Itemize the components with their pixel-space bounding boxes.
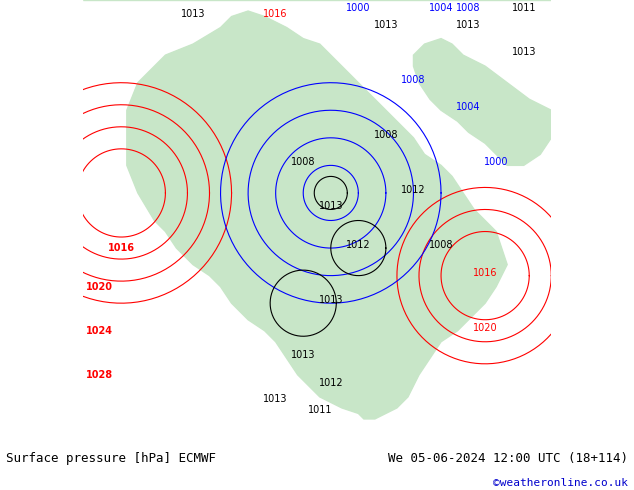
Text: 1016: 1016 <box>473 268 498 278</box>
Text: 1028: 1028 <box>86 370 113 380</box>
Text: 1008: 1008 <box>429 240 453 250</box>
Text: 1020: 1020 <box>473 323 498 333</box>
Text: 1011: 1011 <box>307 405 332 416</box>
Text: 1008: 1008 <box>291 157 316 168</box>
Text: 1013: 1013 <box>318 295 343 305</box>
Polygon shape <box>413 39 552 165</box>
Text: 1008: 1008 <box>456 3 481 13</box>
Text: 1016: 1016 <box>108 243 135 253</box>
Text: 1011: 1011 <box>512 3 536 13</box>
Text: 1013: 1013 <box>263 394 288 404</box>
Text: 1013: 1013 <box>373 20 398 29</box>
Polygon shape <box>127 11 507 419</box>
Text: 1013: 1013 <box>512 47 536 57</box>
Text: 1012: 1012 <box>401 185 426 195</box>
Text: 1020: 1020 <box>86 282 113 292</box>
Text: 1000: 1000 <box>346 3 371 13</box>
Text: Surface pressure [hPa] ECMWF: Surface pressure [hPa] ECMWF <box>6 452 216 465</box>
Text: ©weatheronline.co.uk: ©weatheronline.co.uk <box>493 478 628 488</box>
Text: 1013: 1013 <box>318 201 343 212</box>
Text: 1024: 1024 <box>86 326 113 336</box>
Text: 1012: 1012 <box>346 240 371 250</box>
Text: 1004: 1004 <box>429 3 453 13</box>
Text: 1000: 1000 <box>484 157 508 168</box>
Text: We 05-06-2024 12:00 UTC (18+114): We 05-06-2024 12:00 UTC (18+114) <box>387 452 628 465</box>
Text: 1013: 1013 <box>181 8 205 19</box>
Text: 1008: 1008 <box>401 74 425 85</box>
Text: 1008: 1008 <box>373 130 398 140</box>
Text: 1013: 1013 <box>291 350 316 360</box>
Text: 1016: 1016 <box>263 8 288 19</box>
Text: 1013: 1013 <box>456 20 481 29</box>
Text: 1012: 1012 <box>318 378 343 388</box>
Text: 1004: 1004 <box>456 102 481 112</box>
